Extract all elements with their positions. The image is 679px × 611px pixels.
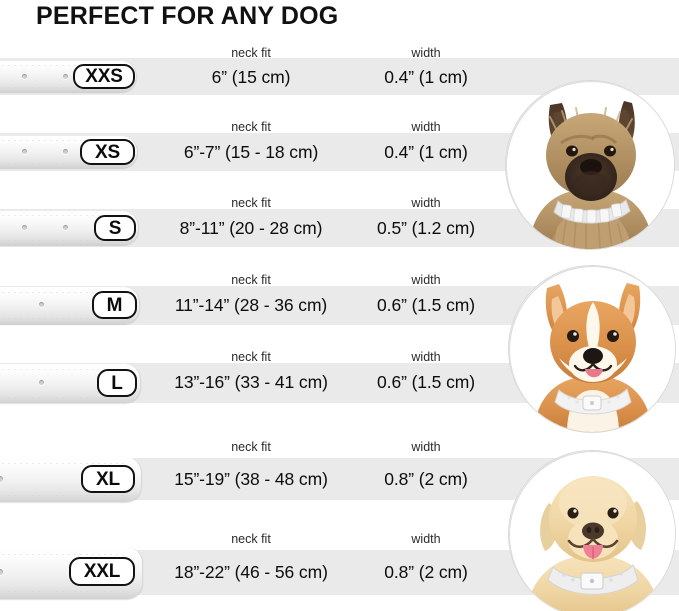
width-value: 0.8” (2 cm) bbox=[384, 469, 468, 489]
width-value: 0.6” (1.5 cm) bbox=[377, 372, 475, 392]
neck-fit-value: 11”-14” (28 - 36 cm) bbox=[174, 295, 328, 315]
terrier-photo bbox=[505, 80, 675, 250]
width-value: 0.4” (1 cm) bbox=[384, 142, 468, 162]
neck-fit-label: neck fit bbox=[231, 46, 271, 60]
size-badge: XXL bbox=[69, 557, 135, 586]
labrador-photo bbox=[508, 450, 676, 611]
neck-fit-value: 6” (15 cm) bbox=[211, 67, 291, 87]
width-label: width bbox=[411, 440, 441, 454]
neck-fit-value: 6”-7” (15 - 18 cm) bbox=[183, 142, 319, 162]
neck-fit-label: neck fit bbox=[231, 196, 271, 210]
neck-fit-value: 13”-16” (33 - 41 cm) bbox=[174, 372, 328, 392]
size-badge: XL bbox=[81, 465, 135, 493]
width-value: 0.8” (2 cm) bbox=[384, 562, 468, 582]
size-badge: L bbox=[97, 369, 137, 397]
width-value: 0.6” (1.5 cm) bbox=[377, 295, 475, 315]
page-title: PERFECT FOR ANY DOG bbox=[36, 2, 339, 30]
neck-fit-value: 18”-22” (46 - 56 cm) bbox=[174, 562, 328, 582]
neck-fit-label: neck fit bbox=[231, 120, 271, 134]
size-badge: M bbox=[92, 291, 137, 319]
width-label: width bbox=[411, 196, 441, 210]
neck-fit-label: neck fit bbox=[231, 273, 271, 287]
width-label: width bbox=[411, 532, 441, 546]
neck-fit-value: 15”-19” (38 - 48 cm) bbox=[174, 469, 328, 489]
width-value: 0.5” (1.2 cm) bbox=[377, 218, 475, 238]
width-label: width bbox=[411, 350, 441, 364]
corgi-photo bbox=[508, 265, 676, 433]
width-label: width bbox=[411, 46, 441, 60]
size-badge: XS bbox=[80, 139, 135, 165]
neck-fit-value: 8”-11” (20 - 28 cm) bbox=[179, 218, 323, 238]
width-value: 0.4” (1 cm) bbox=[384, 67, 468, 87]
size-badge: XXS bbox=[73, 64, 135, 89]
width-label: width bbox=[411, 273, 441, 287]
neck-fit-label: neck fit bbox=[231, 440, 271, 454]
neck-fit-label: neck fit bbox=[231, 350, 271, 364]
size-badge: S bbox=[94, 215, 136, 241]
neck-fit-label: neck fit bbox=[231, 532, 271, 546]
width-label: width bbox=[411, 120, 441, 134]
